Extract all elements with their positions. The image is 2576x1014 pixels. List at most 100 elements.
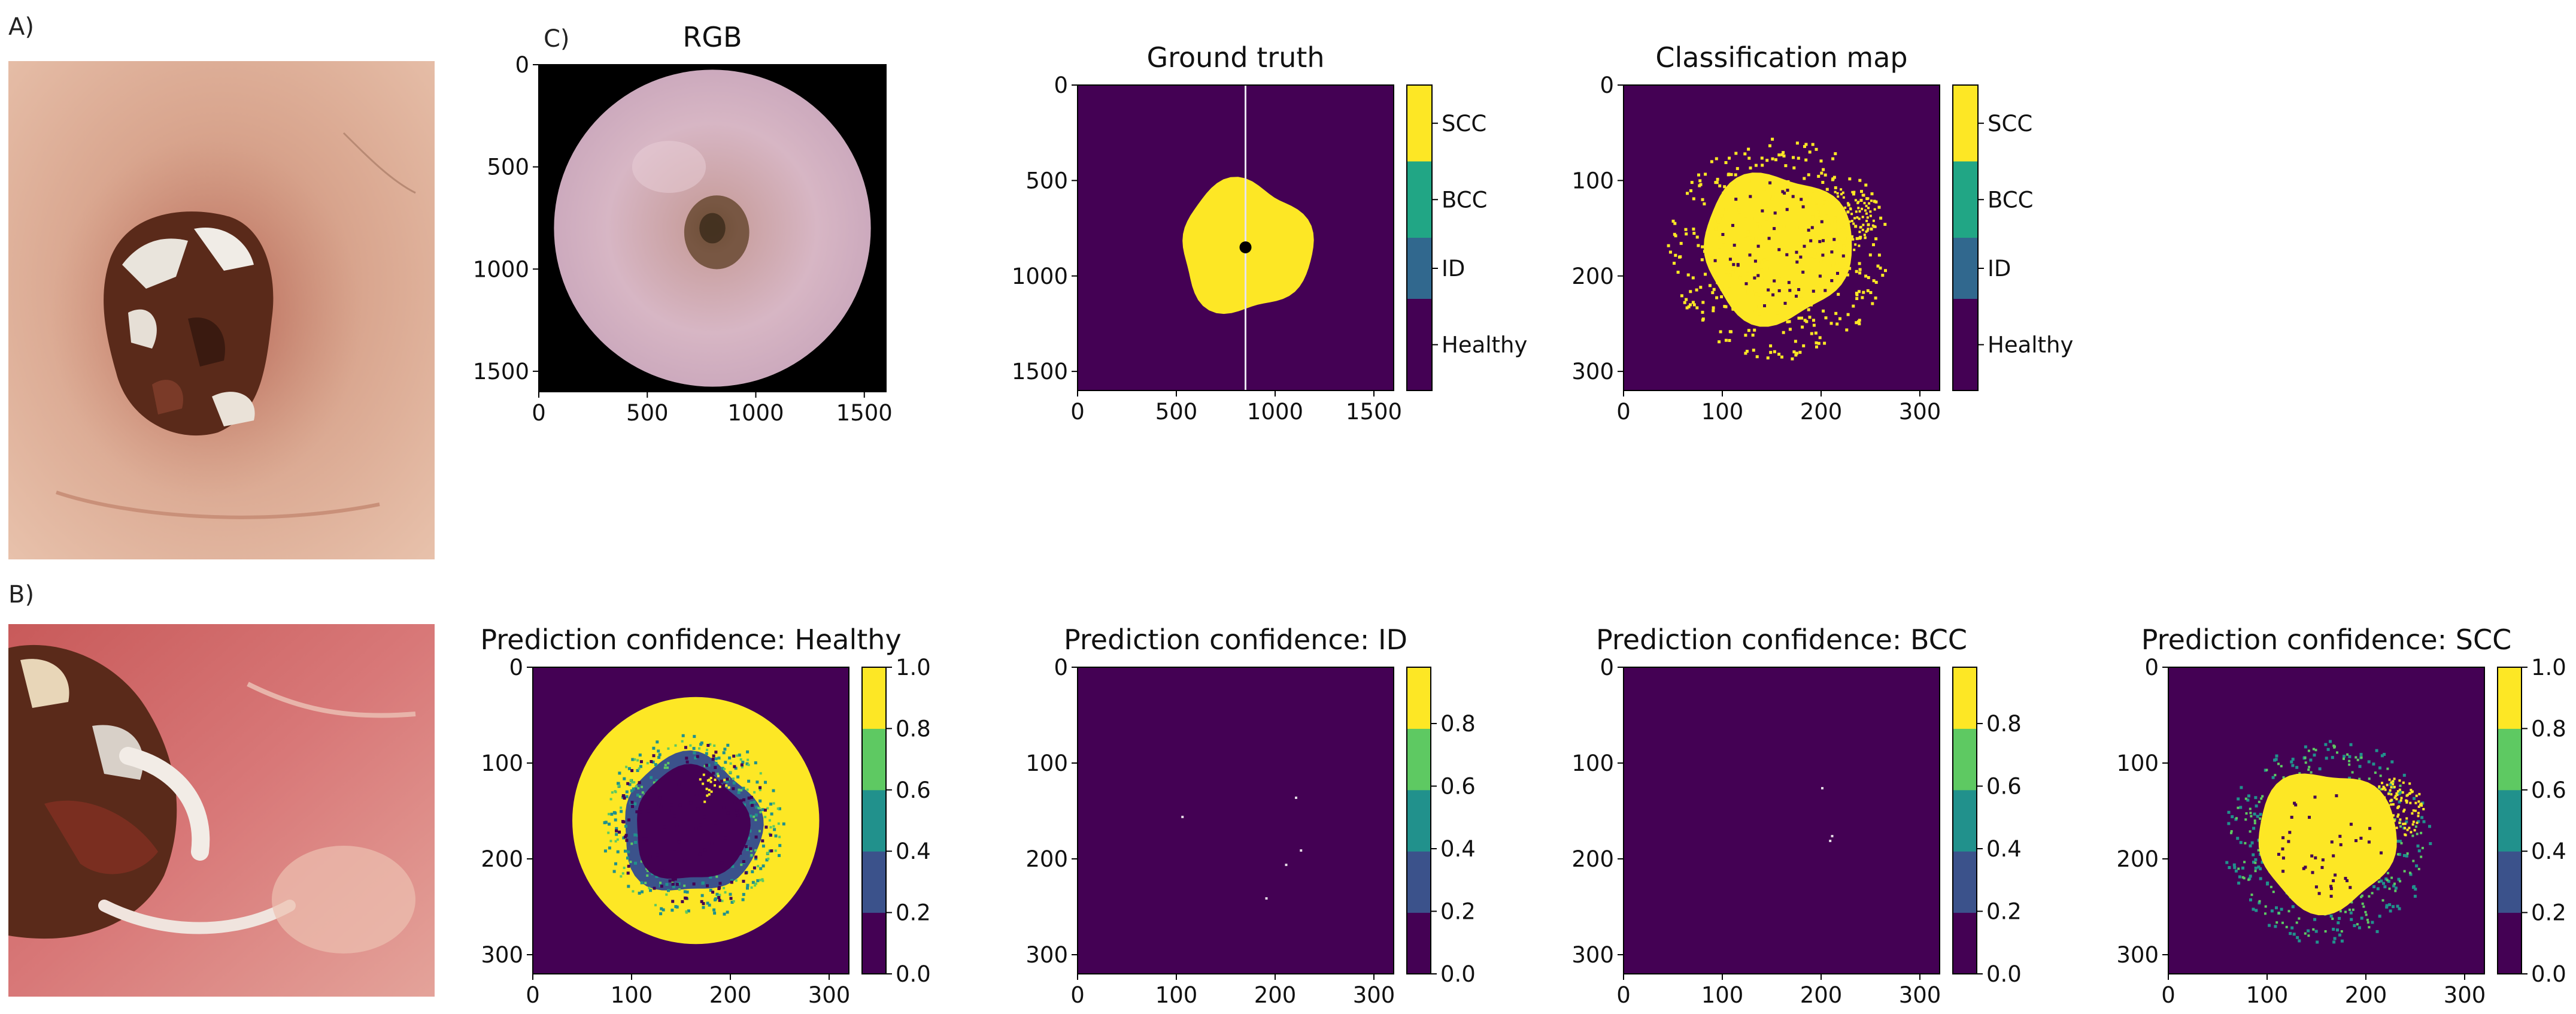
speckle [2282, 776, 2285, 779]
speckle [1685, 306, 1689, 310]
speckle [608, 846, 611, 850]
speckle [1829, 238, 1832, 241]
speckle [1842, 196, 1845, 199]
speckle [1712, 264, 1715, 267]
speckle [2386, 879, 2389, 882]
speckle [2349, 911, 2353, 915]
speckle [1758, 293, 1761, 297]
speckle [1724, 338, 1728, 342]
speckle [1765, 242, 1768, 246]
speckle [740, 863, 743, 866]
speckle [2304, 761, 2307, 764]
colorbar-label: ID [1442, 256, 1465, 282]
speckle [622, 836, 626, 840]
speckle [1838, 253, 1841, 256]
speckle [1719, 330, 1722, 334]
speckle [2417, 806, 2420, 808]
speckle [1827, 241, 1830, 244]
speckle [2281, 847, 2284, 850]
speckle [2277, 912, 2280, 915]
speckle [2269, 885, 2272, 888]
speckle [2313, 753, 2316, 757]
speckle [620, 806, 623, 809]
speckle [653, 886, 656, 890]
speckle [1840, 247, 1843, 250]
speckle [1795, 352, 1798, 355]
speckle [711, 758, 715, 761]
speckle [750, 849, 753, 852]
speckle [639, 810, 642, 814]
speckle [721, 840, 724, 843]
colorbar-tick-label: 0.6 [2531, 777, 2566, 803]
speckle [677, 882, 681, 885]
speckle [2404, 827, 2407, 830]
speckle [2259, 817, 2262, 820]
speckle [1771, 283, 1775, 287]
speckle [1771, 194, 1775, 198]
speckle [1695, 235, 1699, 239]
speckle [2420, 816, 2424, 819]
speckle [1865, 212, 1868, 215]
speckle [1796, 292, 1800, 296]
speckle [702, 902, 705, 906]
speckle [1731, 307, 1735, 310]
speckle [2368, 926, 2371, 929]
speckle [2340, 930, 2343, 933]
colorbar-tick-label: 0.2 [896, 900, 931, 926]
y-tick-label: 200 [2116, 846, 2159, 872]
speckle [1844, 265, 1847, 269]
speckle [2351, 771, 2354, 774]
speckle [2335, 794, 2338, 798]
marker-point [1239, 241, 1252, 253]
colorbar-label: Healthy [1442, 332, 1527, 358]
speckle [618, 830, 621, 834]
plot-area [1078, 667, 1394, 974]
colorbar-tick-label: 0.2 [2531, 900, 2566, 926]
plot-frame [1077, 667, 1394, 974]
speckle [2409, 792, 2412, 795]
speckle [712, 754, 715, 758]
speckle [1823, 277, 1826, 280]
speckle [2375, 749, 2378, 752]
speckle [1765, 267, 1769, 270]
speckle [1817, 232, 1820, 235]
colorbar: 0.80.60.40.20.0 [1952, 667, 2022, 987]
speckle [2386, 783, 2389, 786]
speckle [1703, 202, 1706, 205]
speckle [1720, 287, 1724, 291]
speckle [615, 833, 618, 836]
speckle [1854, 199, 1857, 202]
speckle [1812, 229, 1815, 232]
speckle [741, 761, 745, 764]
speckle [607, 831, 610, 834]
speckle [721, 900, 724, 903]
speckle [1704, 172, 1707, 176]
speckle [772, 789, 775, 792]
speckle [665, 893, 668, 896]
speckle [751, 870, 754, 873]
speckle [2399, 880, 2402, 883]
x-tick-label: 1000 [727, 400, 784, 426]
speckle [1864, 183, 1868, 187]
speckle [1864, 209, 1867, 212]
speckle [634, 841, 638, 844]
speckle [1797, 316, 1801, 320]
speckle [1838, 317, 1841, 320]
x-tick-label: 1500 [836, 400, 893, 426]
speckle [733, 801, 737, 805]
speckle [1838, 248, 1841, 251]
speckle [1806, 205, 1809, 208]
speckle [2331, 756, 2334, 759]
x-tick-label: 0 [1616, 982, 1631, 1008]
speckle [1750, 217, 1754, 220]
colorbar: 1.00.80.60.40.20.0 [861, 655, 931, 987]
speckle [1747, 329, 1750, 332]
speckle [638, 781, 641, 785]
colorbar-label: SCC [1442, 111, 1486, 137]
speckle [1853, 190, 1856, 193]
speckle [610, 812, 614, 816]
speckle [1884, 269, 1887, 273]
speckle [765, 858, 769, 862]
speckle [2298, 917, 2301, 920]
speckle [1865, 219, 1868, 222]
